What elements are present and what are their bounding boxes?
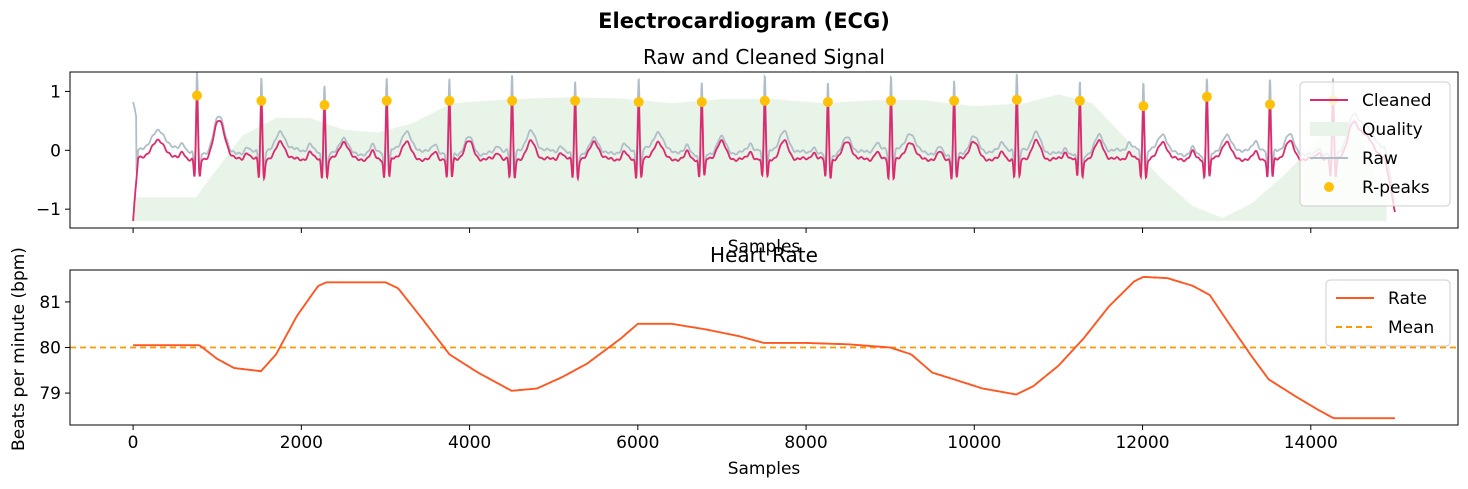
heart-rate-x-axis-label: Samples bbox=[728, 459, 801, 479]
y-tick-label: 0 bbox=[50, 141, 61, 161]
signal-legend: Cleaned Quality Raw R-peaks bbox=[1299, 81, 1451, 207]
y-tick-label: 80 bbox=[39, 339, 61, 359]
r-peak-point bbox=[256, 95, 267, 106]
x-tick-label: 12000 bbox=[1115, 433, 1169, 453]
r-peak-point bbox=[381, 95, 392, 106]
signal-x-axis-label: Samples bbox=[728, 237, 801, 257]
figure-title: Electrocardiogram (ECG) bbox=[598, 9, 890, 33]
signal-panel-title: Raw and Cleaned Signal bbox=[643, 45, 885, 69]
r-peak-point bbox=[949, 95, 960, 106]
r-peak-point bbox=[759, 95, 770, 106]
legend-label: Cleaned bbox=[1362, 91, 1432, 111]
signal-axes: −1 0 1 bbox=[36, 71, 1459, 233]
r-peak-point bbox=[507, 95, 518, 106]
heart-rate-legend: Rate Mean bbox=[1325, 279, 1451, 347]
signal-panel: Raw and Cleaned Signal −1 0 1 Cleaned Quali… bbox=[36, 45, 1459, 257]
r-peak-point bbox=[822, 97, 833, 107]
legend-label: Mean bbox=[1388, 318, 1434, 338]
r-peak-point bbox=[1201, 91, 1212, 102]
cleaned-line bbox=[132, 93, 1396, 221]
r-peak-point bbox=[1138, 101, 1149, 112]
r-peak-point bbox=[1265, 99, 1275, 110]
x-tick-label: 6000 bbox=[616, 433, 659, 453]
x-tick-label: 0 bbox=[128, 433, 139, 453]
quality-fill bbox=[133, 94, 1387, 221]
y-tick-label: −1 bbox=[36, 200, 61, 220]
x-tick-label: 10000 bbox=[947, 433, 1001, 453]
x-tick-label: 14000 bbox=[1284, 433, 1338, 453]
x-tick-label: 8000 bbox=[784, 433, 827, 453]
legend-swatch bbox=[1310, 122, 1348, 136]
cleaned-signal bbox=[132, 93, 1396, 221]
x-tick-label: 4000 bbox=[448, 433, 491, 453]
r-peak-point bbox=[570, 95, 581, 106]
quality-area bbox=[133, 94, 1387, 221]
y-tick-label: 81 bbox=[39, 293, 61, 313]
y-tick-label: 79 bbox=[39, 384, 61, 404]
rate-path bbox=[133, 275, 1395, 420]
legend-label: R-peaks bbox=[1362, 178, 1430, 198]
r-peak-markers bbox=[192, 90, 1339, 112]
r-peak-point bbox=[696, 97, 707, 107]
heart-rate-axes: 0 2000 4000 6000 8000 10000 12000 14000 79 80 81 bbox=[39, 269, 1459, 453]
r-peak-point bbox=[886, 95, 896, 106]
heart-rate-panel-title: Heart Rate bbox=[710, 243, 818, 267]
x-tick-label: 2000 bbox=[280, 433, 323, 453]
rate-line bbox=[133, 275, 1395, 420]
legend-label: Raw bbox=[1362, 149, 1398, 169]
legend-label: Rate bbox=[1388, 289, 1427, 309]
legend-box bbox=[1299, 81, 1451, 207]
r-peak-point bbox=[633, 97, 644, 107]
heart-rate-y-axis-label: Beats per minute (bpm) bbox=[9, 247, 29, 451]
r-peak-point bbox=[319, 100, 330, 110]
y-tick-label: 1 bbox=[50, 82, 61, 102]
legend-label: Quality bbox=[1362, 120, 1423, 140]
legend-swatch bbox=[1324, 182, 1334, 192]
r-peak-point bbox=[192, 90, 202, 101]
legend-box bbox=[1325, 279, 1451, 347]
r-peak-point bbox=[1011, 94, 1022, 105]
r-peak-point bbox=[1074, 95, 1085, 106]
r-peak-point bbox=[444, 95, 455, 106]
heart-rate-panel: Heart Rate 0 2000 4000 6000 8000 10000 12000 14… bbox=[9, 243, 1459, 479]
